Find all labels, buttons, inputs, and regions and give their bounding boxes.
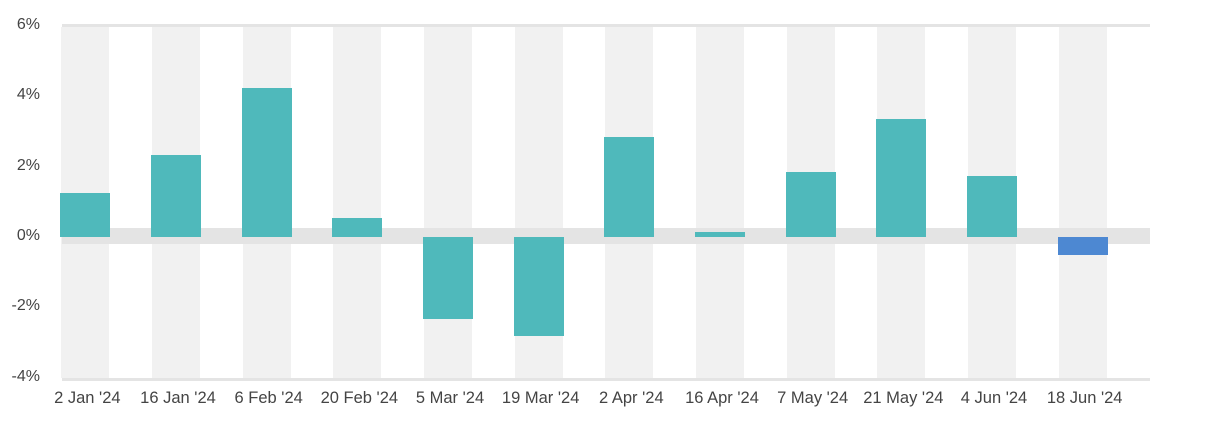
top-border <box>62 23 1150 27</box>
x-tick-label: 16 Apr '24 <box>685 389 759 407</box>
x-tick-label: 4 Jun '24 <box>960 389 1028 407</box>
y-tick-label: 4% <box>16 86 40 104</box>
bottom-border <box>62 377 1150 381</box>
category-stripe <box>333 26 382 378</box>
bar[interactable] <box>151 154 201 237</box>
category-stripe <box>424 26 472 378</box>
x-tick-label: 2 Jan '24 <box>54 389 121 407</box>
x-tick-label: 2 Apr '24 <box>599 389 664 407</box>
x-tick-label: 19 Mar '24 <box>501 389 580 407</box>
x-tick-label: 7 May '24 <box>777 389 849 407</box>
bar[interactable] <box>695 232 745 237</box>
y-tick-label: -2% <box>11 297 40 315</box>
bar[interactable] <box>604 137 655 237</box>
bar[interactable] <box>967 176 1017 237</box>
x-tick-label: 5 Mar '24 <box>415 389 485 407</box>
category-stripe <box>1058 26 1107 378</box>
bar[interactable] <box>241 88 292 237</box>
y-tick-label: -4% <box>11 367 40 385</box>
x-tick-label: 18 Jun '24 <box>1046 389 1123 407</box>
x-tick-label: 21 May '24 <box>863 389 944 407</box>
y-tick-label: 6% <box>16 15 40 33</box>
category-stripe <box>696 26 744 378</box>
bar[interactable] <box>876 119 927 237</box>
y-tick-label: 0% <box>16 227 40 244</box>
bar[interactable] <box>1057 237 1108 255</box>
bar[interactable] <box>513 237 564 336</box>
x-tick-label: 20 Feb '24 <box>320 389 399 407</box>
bar[interactable] <box>785 171 836 237</box>
x-tick-label: 16 Jan '24 <box>140 389 216 407</box>
y-tick-label: 2% <box>16 156 40 174</box>
x-tick-label: 6 Feb '24 <box>234 389 303 407</box>
bar[interactable] <box>332 217 383 237</box>
bar[interactable] <box>423 237 473 320</box>
bar[interactable] <box>60 193 111 237</box>
